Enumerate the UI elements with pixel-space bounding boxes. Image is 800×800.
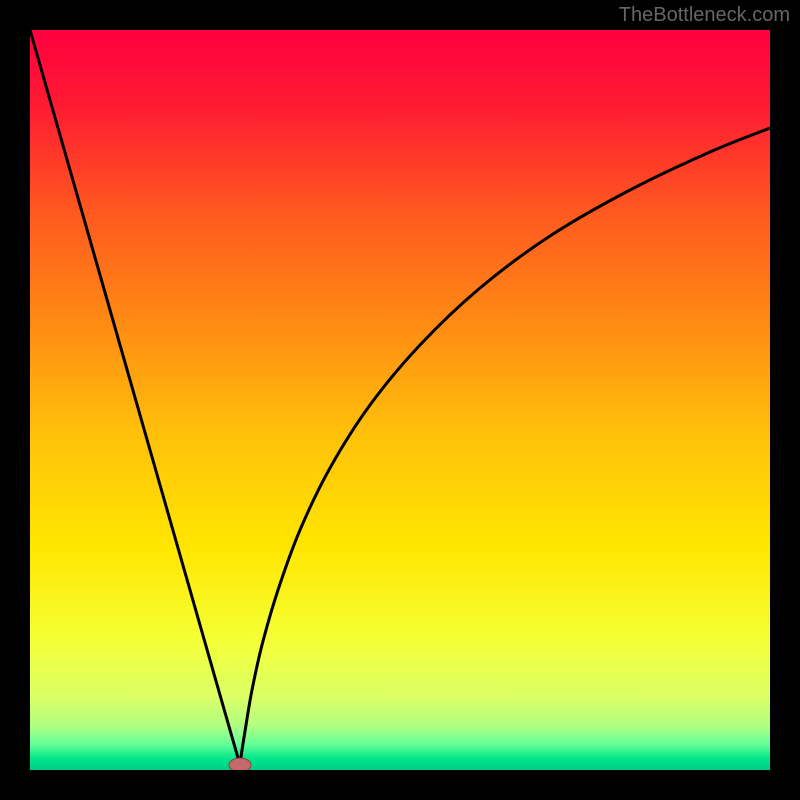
plot-svg (30, 30, 770, 770)
watermark-text: TheBottleneck.com (619, 4, 790, 27)
plot-area (30, 30, 770, 770)
chart-container: TheBottleneck.com (0, 0, 800, 800)
gradient-background (30, 30, 770, 770)
optimal-marker (229, 758, 251, 770)
